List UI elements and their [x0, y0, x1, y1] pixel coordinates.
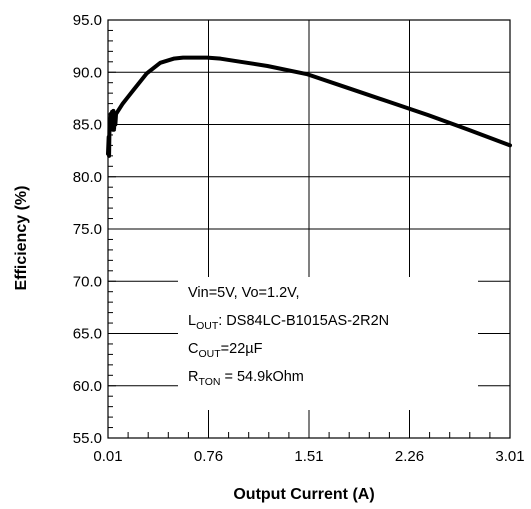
- efficiency-line: [106, 55, 512, 158]
- y-tick-label: 65.0: [73, 326, 102, 343]
- y-tick-label: 95.0: [73, 12, 102, 29]
- y-tick-label: 70.0: [73, 273, 102, 290]
- annotation-c-value: =22µF: [221, 341, 263, 357]
- annotation-l-value: : DS84LC-B1015AS-2R2N: [218, 313, 389, 329]
- y-axis-title: Efficiency (%): [13, 186, 30, 291]
- annotation-l-symbol: L: [188, 313, 196, 329]
- annotation-line-2: LOUT: DS84LC-B1015AS-2R2N: [188, 313, 389, 332]
- annotation-r-symbol: R: [188, 369, 198, 385]
- x-tick-label: 0.01: [93, 448, 122, 465]
- series-layer: [106, 55, 512, 158]
- y-tick-label: 80.0: [73, 169, 102, 186]
- annotation-c-subscript: OUT: [198, 348, 221, 360]
- annotation-box: [178, 277, 478, 410]
- annotation-line-4: RTON = 54.9kOhm: [188, 369, 304, 388]
- y-tick-labels: 55.0 60.0 65.0 70.0 75.0 80.0 85.0 90.0 95.0: [73, 12, 102, 447]
- annotation-line-1: Vin=5V, Vo=1.2V,: [188, 285, 300, 301]
- annotation-r-value: = 54.9kOhm: [220, 369, 303, 385]
- x-tick-label: 3.01: [495, 448, 524, 465]
- annotation-l-subscript: OUT: [196, 320, 219, 332]
- annotation-r-subscript: TON: [198, 376, 220, 388]
- y-tick-label: 75.0: [73, 221, 102, 238]
- annotation-line-3: COUT=22µF: [188, 341, 263, 360]
- annotation-c-symbol: C: [188, 341, 198, 357]
- y-tick-label: 85.0: [73, 117, 102, 134]
- x-tick-label: 2.26: [395, 448, 424, 465]
- x-tick-label: 0.76: [194, 448, 223, 465]
- x-tick-labels: 0.01 0.76 1.51 2.26 3.01: [93, 448, 524, 465]
- y-tick-label: 90.0: [73, 64, 102, 81]
- y-tick-label: 55.0: [73, 430, 102, 447]
- plot-area-frame: [107, 19, 511, 439]
- x-tick-label: 1.51: [294, 448, 323, 465]
- y-tick-label: 60.0: [73, 378, 102, 395]
- x-axis-title: Output Current (A): [233, 486, 374, 503]
